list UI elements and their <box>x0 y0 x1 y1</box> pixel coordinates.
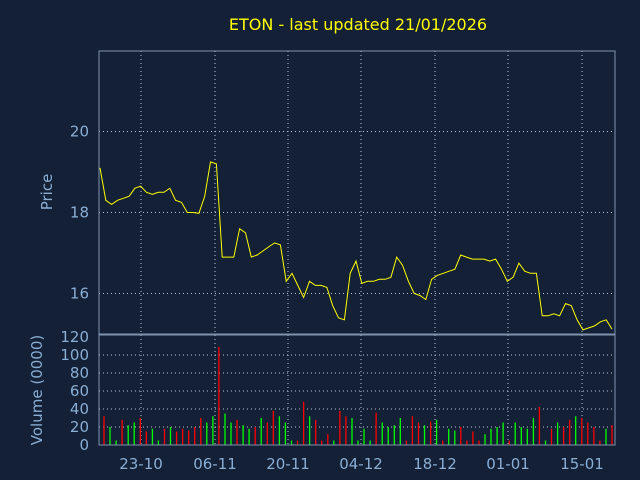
volume-bars <box>103 346 613 445</box>
price-panel-frame <box>98 50 616 335</box>
x-tick-18-12: 18-12 <box>413 455 457 473</box>
volume-tick-20: 20 <box>70 418 89 436</box>
price-tick-18: 18 <box>70 204 89 222</box>
x-tick-15-01: 15-01 <box>560 455 604 473</box>
volume-tick-80: 80 <box>70 364 89 382</box>
x-tick-labels: 23-10 06-11 20-11 04-12 18-12 01-01 15-01 <box>119 455 604 473</box>
volume-grid <box>99 335 615 445</box>
x-tick-23-10: 23-10 <box>119 455 163 473</box>
x-tick-20-11: 20-11 <box>266 455 310 473</box>
volume-tick-100: 100 <box>60 346 89 364</box>
volume-tick-60: 60 <box>70 382 89 400</box>
volume-axis-label: Volume (0000) <box>28 335 46 445</box>
price-tick-20: 20 <box>70 123 89 141</box>
price-series-line <box>99 161 613 331</box>
volume-tick-40: 40 <box>70 400 89 418</box>
price-tick-16: 16 <box>70 285 89 303</box>
volume-tick-0: 0 <box>79 436 89 454</box>
price-axis-label: Price <box>38 174 56 211</box>
x-tick-04-12: 04-12 <box>339 455 383 473</box>
volume-tick-120: 120 <box>60 328 89 346</box>
chart-title: ETON - last updated 21/01/2026 <box>229 15 487 34</box>
x-tick-06-11: 06-11 <box>193 455 237 473</box>
x-tick-01-01: 01-01 <box>486 455 530 473</box>
volume-panel-frame <box>98 334 616 446</box>
price-y-ticks: 16 18 20 <box>70 123 89 303</box>
price-grid <box>99 51 615 334</box>
